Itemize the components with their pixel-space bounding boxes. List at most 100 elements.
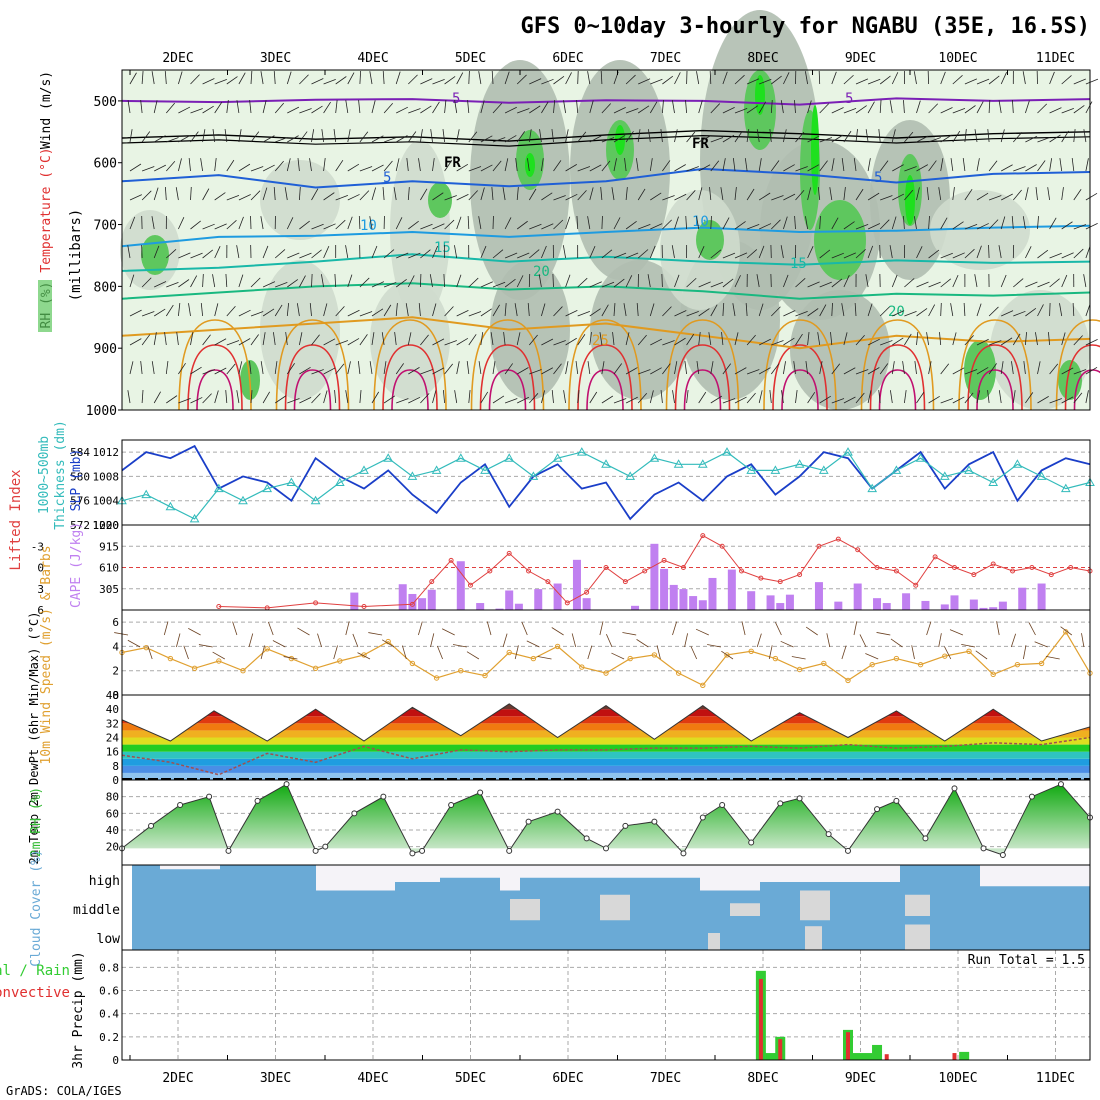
wind-barb (720, 187, 724, 201)
isotherm-loop (178, 319, 252, 411)
wind-barb (843, 74, 854, 85)
wind-barb (638, 78, 651, 85)
wind-barb (420, 393, 430, 404)
precip-conv-bar (884, 1054, 889, 1060)
wind-barb (478, 71, 482, 85)
wind-barb (1073, 369, 1087, 375)
wind-barb-10m (599, 621, 604, 636)
lifted-index-marker (1029, 565, 1035, 570)
wind-barb (964, 248, 975, 259)
wind-barb (674, 193, 687, 201)
wind-barb (226, 340, 240, 346)
wind-barb (903, 100, 905, 114)
cloud-row-label: low (97, 932, 121, 947)
wind-barb-10m (502, 633, 508, 648)
wind-barb (273, 332, 276, 346)
rh-marker (796, 795, 803, 802)
wind-barb (625, 252, 639, 259)
wind-barb (311, 105, 323, 114)
wind-barb (236, 100, 240, 114)
wind-barb (904, 390, 907, 404)
wind-barb (589, 281, 602, 288)
wind-barb (541, 78, 554, 85)
wind-barb (795, 166, 808, 172)
cape-bar (998, 601, 1007, 610)
wind-barb-10m (865, 653, 879, 660)
wind-barb (1083, 129, 1087, 143)
temp-tick-label: 0 (112, 774, 119, 787)
wind-speed-marker (990, 671, 996, 678)
wind-speed-marker (724, 652, 730, 658)
rh-shade-green (428, 182, 452, 218)
wind-barb (432, 101, 440, 114)
wind-speed-marker (917, 661, 924, 668)
thickness-marker (165, 501, 176, 511)
wind-barb-10m (805, 626, 818, 636)
lifted-index-marker (758, 575, 764, 581)
wind-barb (250, 190, 261, 201)
contour-label: 10 (360, 218, 377, 234)
rh-marker (148, 822, 155, 829)
wind-barb (904, 278, 915, 288)
wind-barb (456, 194, 469, 201)
wind-barb (964, 224, 978, 230)
wind-barb (190, 252, 203, 259)
wind-barb (637, 188, 646, 201)
wind-barb (867, 78, 881, 85)
thickness-marker (915, 453, 926, 462)
isotherm-loop (373, 319, 447, 411)
rh-marker (554, 808, 561, 815)
wind-barb (154, 135, 166, 143)
wind-barb (502, 187, 506, 201)
wind-barb (565, 129, 569, 143)
cape-bar (1037, 583, 1046, 610)
wind-barb (467, 100, 470, 114)
wind-barb (311, 188, 319, 201)
wind-barb (950, 303, 954, 317)
temp-bands (122, 703, 1090, 780)
wind-barb (940, 217, 948, 230)
rh-line (121, 783, 1091, 856)
wind-barb (408, 252, 421, 259)
wind-barb (964, 105, 976, 114)
wind-barb (226, 306, 236, 317)
thickness-marker (141, 489, 152, 499)
wind-barb (504, 135, 517, 143)
wind-barb (250, 334, 259, 346)
wind-barb (879, 306, 890, 317)
wind-barb (214, 367, 227, 375)
wind-barb (638, 223, 651, 230)
wind-barb (345, 100, 349, 114)
wind-barb (226, 76, 238, 85)
cape-bar (979, 607, 988, 610)
wind-barb-10m (114, 632, 129, 636)
wind-barb (444, 306, 454, 317)
rh-legend-swatch (38, 280, 52, 332)
wind-barb (491, 70, 494, 85)
wind-barb (916, 308, 928, 317)
wind-barb (527, 158, 530, 172)
wind-barb (1001, 193, 1013, 201)
rh-shade (260, 160, 340, 240)
wind-barb (311, 78, 324, 85)
wind-barb (1048, 332, 1050, 346)
cloud-middle (800, 890, 830, 921)
wind-barb (214, 101, 223, 114)
wind-barb-10m (587, 645, 593, 660)
wind-barb-10m (526, 640, 540, 648)
slp-line (121, 444, 1091, 521)
wind-barb (492, 304, 500, 317)
wind-barb (746, 223, 760, 230)
wind-barb (454, 100, 458, 114)
wind-barb (674, 337, 686, 346)
wind-barb (1049, 217, 1057, 230)
rh-marker (893, 797, 900, 804)
wind-barb (722, 71, 728, 85)
wind-barb (151, 361, 155, 375)
wind-barb (998, 100, 1002, 114)
wind-barb (287, 398, 300, 404)
wind-barb (843, 187, 846, 201)
wind-barb (408, 396, 421, 404)
y-axis-label-thickness: Thickness (dm) (53, 420, 68, 530)
